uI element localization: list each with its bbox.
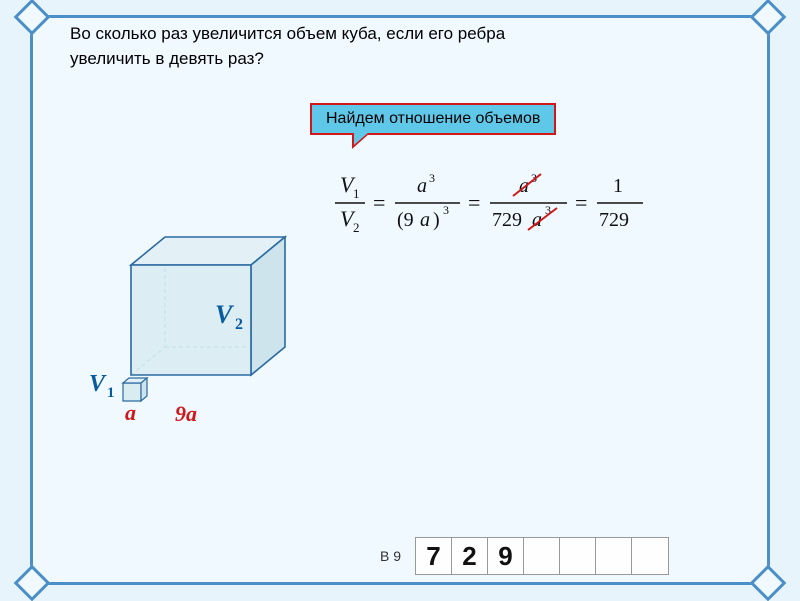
svg-text:729: 729 xyxy=(599,209,629,231)
corner-decor xyxy=(750,565,787,601)
callout-label: Найдем отношение объемов xyxy=(326,110,540,127)
svg-text:a: a xyxy=(420,209,430,231)
svg-text:2: 2 xyxy=(235,316,243,333)
answer-cell[interactable]: 9 xyxy=(488,538,524,574)
svg-text:(9: (9 xyxy=(397,209,414,231)
answer-label: В 9 xyxy=(380,548,401,564)
svg-text:729: 729 xyxy=(492,209,522,231)
svg-text:2: 2 xyxy=(353,220,360,235)
cube-diagram: V 2 V 1 a 9a xyxy=(55,235,315,455)
callout-box: Найдем отношение объемов xyxy=(310,103,556,135)
svg-text:1: 1 xyxy=(613,175,623,197)
svg-text:1: 1 xyxy=(353,186,360,201)
answer-cell[interactable] xyxy=(524,538,560,574)
svg-text:a: a xyxy=(125,400,136,425)
corner-decor xyxy=(14,565,51,601)
answer-cell[interactable] xyxy=(632,538,668,574)
svg-text:1: 1 xyxy=(107,385,115,401)
svg-text:9a: 9a xyxy=(175,401,197,426)
svg-text:=: = xyxy=(468,190,480,215)
answer-row: В 9 7 2 9 xyxy=(380,537,669,575)
answer-cell[interactable] xyxy=(596,538,632,574)
answer-cell[interactable] xyxy=(560,538,596,574)
svg-text:3: 3 xyxy=(443,203,449,217)
answer-cell[interactable]: 2 xyxy=(452,538,488,574)
svg-text:V: V xyxy=(215,300,235,329)
answer-cells: 7 2 9 xyxy=(415,537,669,575)
svg-text:a: a xyxy=(519,175,529,197)
svg-text:=: = xyxy=(575,190,587,215)
formula: V 1 V 2 = a 3 (9 a ) 3 = a 3 729 a 3 = 1… xyxy=(335,168,705,238)
question-text: Во сколько раз увеличится объем куба, ес… xyxy=(70,22,630,71)
answer-cell[interactable]: 7 xyxy=(416,538,452,574)
svg-text:=: = xyxy=(373,190,385,215)
corner-decor xyxy=(14,0,51,35)
svg-text:V: V xyxy=(89,371,107,397)
svg-text:3: 3 xyxy=(429,171,435,185)
question-line: увеличить в девять раз? xyxy=(70,49,264,68)
svg-text:): ) xyxy=(433,209,440,231)
corner-decor xyxy=(750,0,787,35)
question-line: Во сколько раз увеличится объем куба, ес… xyxy=(70,24,505,43)
svg-text:a: a xyxy=(417,175,427,197)
